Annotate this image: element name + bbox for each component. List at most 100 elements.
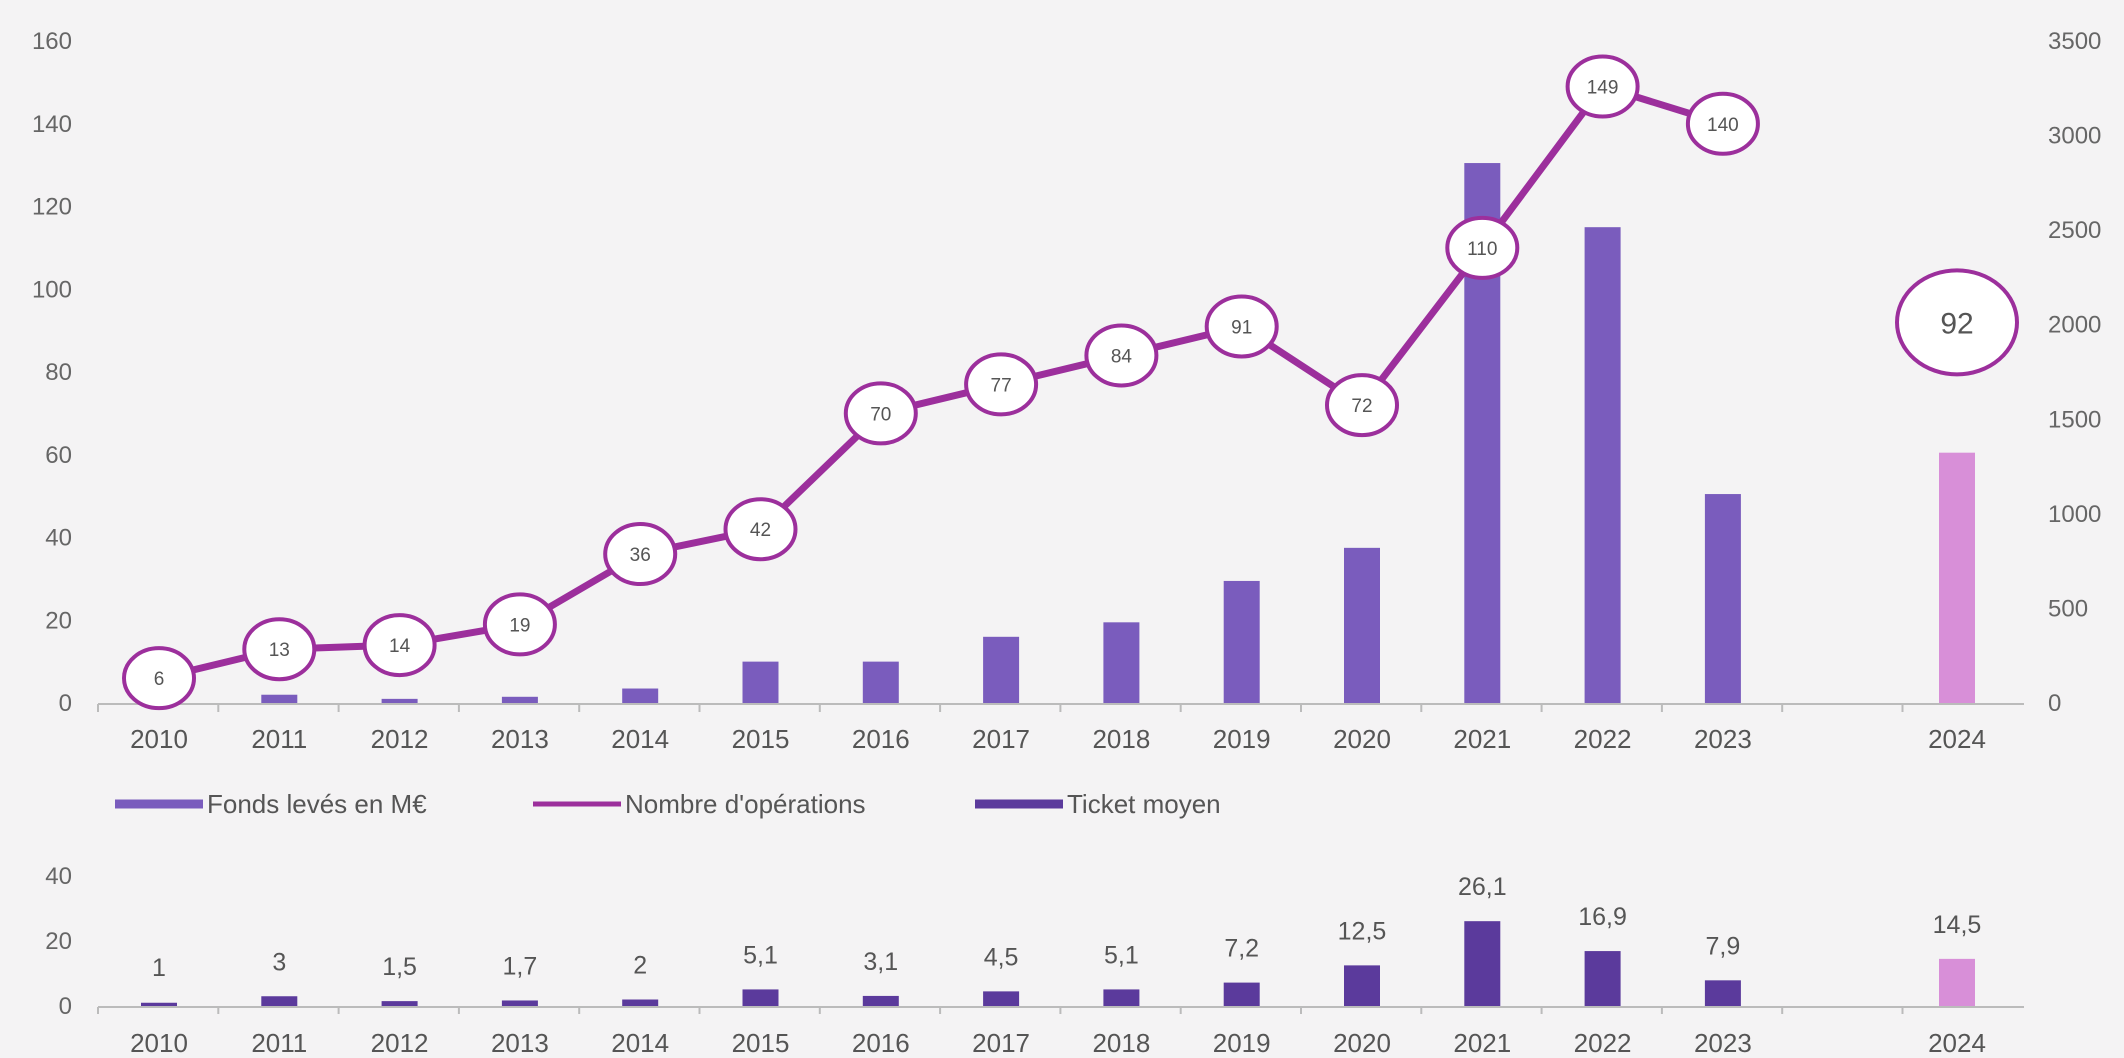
operations-value-label: 6 (154, 669, 165, 690)
operations-bubble (723, 497, 798, 562)
ticket-x-tick-label: 2015 (732, 1028, 790, 1058)
legend-swatch (115, 799, 203, 809)
operations-value-label: 77 (991, 375, 1012, 396)
ticket-x-tick-label: 2016 (852, 1028, 910, 1058)
bar-ticket-moyen (1704, 980, 1741, 1006)
bar-ticket-moyen (1344, 965, 1380, 1006)
ticket-x-tick-label: 2014 (611, 1028, 669, 1058)
operations-value-label: 70 (870, 404, 891, 425)
ticket-value-label: 3,1 (863, 948, 898, 976)
bar-ticket-moyen (862, 995, 899, 1006)
right-axis-tick-label: 3000 (2048, 123, 2101, 150)
ticket-value-label: 5,1 (1104, 941, 1139, 969)
operations-value-label: 110 (1467, 239, 1497, 260)
bar-ticket-moyen (501, 1000, 538, 1006)
left-axis-tick-label: 80 (45, 359, 72, 386)
operations-value-label: 140 (1707, 115, 1739, 136)
left-axis-tick-label: 40 (45, 525, 72, 552)
main-x-tick-label: 2019 (1213, 724, 1271, 754)
ticket-value-label: 5,1 (743, 941, 778, 969)
operations-bubble (1325, 373, 1399, 438)
operations-bubble (362, 613, 437, 678)
ticket-x-tick-label: 2019 (1213, 1028, 1271, 1058)
bar-fonds-leves (381, 698, 418, 703)
bar-ticket-moyen (622, 999, 659, 1006)
ticket-value-label: 12,5 (1338, 917, 1387, 945)
right-axis-tick-label: 2500 (2048, 217, 2101, 244)
operations-bubble (1895, 268, 2019, 377)
left-axis-tick-label: 0 (59, 690, 72, 717)
ticket-x-tick-label: 2018 (1092, 1028, 1150, 1058)
operations-bubble (1204, 294, 1279, 359)
operations-bubble (1565, 54, 1640, 119)
bar-ticket-moyen (261, 996, 298, 1006)
bar-ticket-moyen (1223, 982, 1260, 1006)
main-x-tick-label: 2010 (130, 724, 188, 754)
bar-ticket-moyen (742, 989, 779, 1006)
ticket-value-label: 7,2 (1224, 935, 1259, 963)
main-x-tick-label: 2018 (1092, 724, 1150, 754)
bar-fonds-leves (261, 694, 298, 703)
operations-bubble (122, 646, 196, 711)
operations-bubble (242, 617, 317, 682)
legend-label: Ticket moyen (1067, 789, 1221, 819)
bar-fonds-leves (501, 696, 538, 703)
right-axis-tick-label: 500 (2048, 595, 2088, 622)
ticket-x-tick-label: 2017 (972, 1028, 1030, 1058)
main-x-tick-label: 2024 (1928, 724, 1986, 754)
legend-swatch (975, 799, 1063, 809)
right-axis-tick-label: 0 (2048, 690, 2061, 717)
main-x-tick-label: 2023 (1694, 724, 1752, 754)
ticket-x-tick-label: 2013 (491, 1028, 549, 1058)
ticket-x-tick-label: 2012 (371, 1028, 429, 1058)
bar-fonds-leves (1223, 580, 1260, 703)
ticket-x-tick-label: 2022 (1574, 1028, 1632, 1058)
operations-value-label: 36 (630, 545, 651, 566)
ticket-value-label: 16,9 (1578, 903, 1627, 931)
bar-ticket-moyen (1103, 989, 1140, 1006)
operations-value-label: 13 (269, 640, 290, 661)
ticket-x-tick-label: 2024 (1928, 1028, 1986, 1058)
ticket-value-label: 2 (633, 952, 647, 980)
bar-ticket-moyen (983, 991, 1020, 1006)
bar-fonds-leves (1103, 622, 1140, 703)
ticket-value-label: 4,5 (984, 943, 1019, 971)
ticket-x-tick-label: 2021 (1453, 1028, 1511, 1058)
ticket-value-label: 1,5 (382, 953, 417, 981)
operations-bubble (1445, 215, 1520, 280)
operations-value-label: 92 (1940, 307, 1973, 340)
bar-fonds-leves (1704, 494, 1741, 703)
main-x-tick-label: 2013 (491, 724, 549, 754)
left-axis-tick-label: 20 (45, 607, 72, 634)
bar-fonds-leves (1344, 547, 1380, 703)
ticket-x-tick-label: 2020 (1333, 1028, 1391, 1058)
left-axis-tick-label: 160 (32, 28, 72, 55)
main-x-tick-label: 2021 (1453, 724, 1511, 754)
operations-value-label: 84 (1111, 346, 1133, 367)
main-x-tick-label: 2015 (732, 724, 790, 754)
operations-value-label: 149 (1587, 78, 1619, 99)
main-x-tick-label: 2017 (972, 724, 1030, 754)
ticket-value-label: 14,5 (1933, 911, 1982, 939)
right-axis-tick-label: 2000 (2048, 312, 2101, 339)
main-x-tick-label: 2020 (1333, 724, 1391, 754)
operations-value-label: 72 (1351, 396, 1372, 417)
ticket-axis-tick-label: 40 (45, 863, 72, 890)
bar-fonds-leves (1939, 452, 1975, 703)
ticket-x-tick-label: 2010 (130, 1028, 188, 1058)
ticket-axis-tick-label: 20 (45, 928, 72, 955)
legend-label: Fonds levés en M€ (207, 789, 427, 819)
operations-value-label: 42 (750, 520, 771, 541)
main-x-tick-label: 2014 (611, 724, 669, 754)
ticket-value-label: 7,9 (1706, 932, 1741, 960)
left-axis-tick-label: 120 (32, 194, 72, 221)
ticket-value-label: 1,7 (503, 952, 538, 980)
operations-bubble (482, 592, 557, 657)
bar-fonds-leves (622, 688, 659, 703)
main-x-tick-label: 2011 (251, 724, 307, 754)
right-axis-tick-label: 1000 (2048, 501, 2101, 528)
left-axis-tick-label: 100 (32, 276, 72, 303)
bar-ticket-moyen (1584, 951, 1621, 1006)
ticket-x-tick-label: 2011 (251, 1028, 307, 1058)
